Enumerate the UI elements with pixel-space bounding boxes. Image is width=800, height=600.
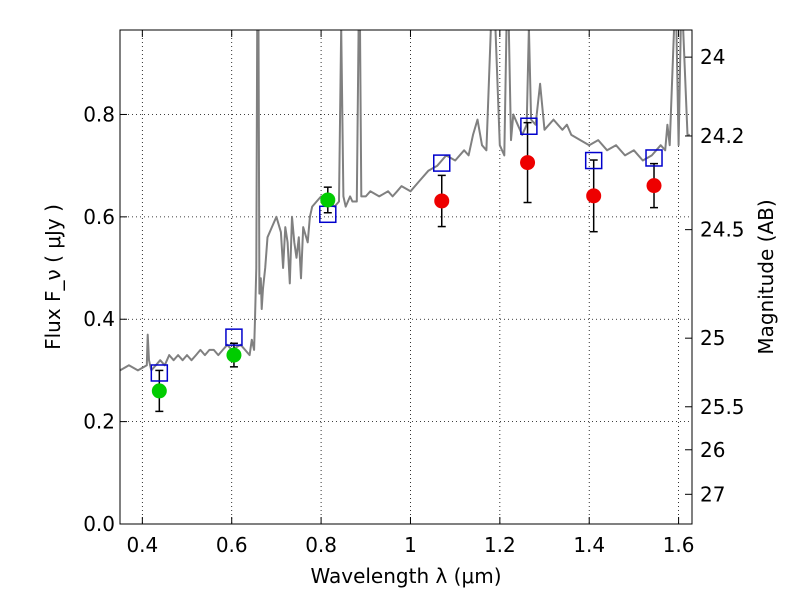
magnitude-tick-label: 24 bbox=[700, 45, 725, 69]
photometry-point bbox=[320, 192, 336, 208]
plot-frame bbox=[119, 29, 693, 525]
y-tick-label: 0.0 bbox=[83, 512, 115, 536]
axis-ticks: 0.4 0.6 0.8 1 1.2 1.4 1.6 0.0 0.2 0.4 0.6 0.8 24 24.2… bbox=[83, 30, 745, 557]
magnitude-tick-label: 24.2 bbox=[700, 124, 745, 148]
model-photometry-square bbox=[520, 117, 538, 135]
model-photometry-layer bbox=[150, 117, 663, 382]
plot-background bbox=[120, 30, 692, 524]
magnitude-tick-label: 25.5 bbox=[700, 395, 745, 419]
magnitude-tick-label: 26 bbox=[700, 438, 725, 462]
x-tick-label: 0.6 bbox=[216, 533, 248, 557]
magnitude-tick-label: 27 bbox=[700, 482, 725, 506]
photometry-point bbox=[151, 383, 167, 399]
model-photometry-square bbox=[225, 328, 243, 346]
y-tick-label: 0.4 bbox=[83, 307, 115, 331]
sed-model-line bbox=[120, 30, 690, 372]
observed-photometry-layer bbox=[151, 155, 662, 399]
x-axis-label: Wavelength λ (μm) bbox=[310, 564, 501, 588]
x-tick-label: 0.8 bbox=[305, 533, 337, 557]
y-tick-label: 0.8 bbox=[83, 102, 115, 126]
model-photometry-square bbox=[433, 154, 451, 172]
photometry-point bbox=[646, 178, 662, 194]
photometry-point bbox=[586, 188, 602, 204]
model-photometry-square bbox=[645, 149, 663, 167]
model-photometry-square bbox=[150, 364, 169, 382]
x-tick-label: 1.6 bbox=[663, 533, 695, 557]
sed-model-curve-layer bbox=[120, 30, 690, 372]
y-tick-label: 0.6 bbox=[83, 205, 115, 229]
magnitude-tick-label: 25 bbox=[700, 326, 725, 350]
photometry-point bbox=[434, 193, 450, 209]
photometry-point bbox=[226, 347, 242, 363]
x-tick-label: 0.4 bbox=[126, 533, 158, 557]
x-tick-label: 1.2 bbox=[484, 533, 516, 557]
right-axis-label: Magnitude (AB) bbox=[754, 199, 778, 354]
photometry-point bbox=[520, 155, 536, 171]
x-tick-label: 1 bbox=[404, 533, 417, 557]
x-tick-label: 1.4 bbox=[573, 533, 605, 557]
y-axis-label: Flux F_ν ( μJy ) bbox=[41, 204, 65, 350]
y-tick-label: 0.2 bbox=[83, 410, 115, 434]
magnitude-tick-label: 24.5 bbox=[700, 218, 745, 242]
model-photometry-square bbox=[584, 151, 603, 170]
